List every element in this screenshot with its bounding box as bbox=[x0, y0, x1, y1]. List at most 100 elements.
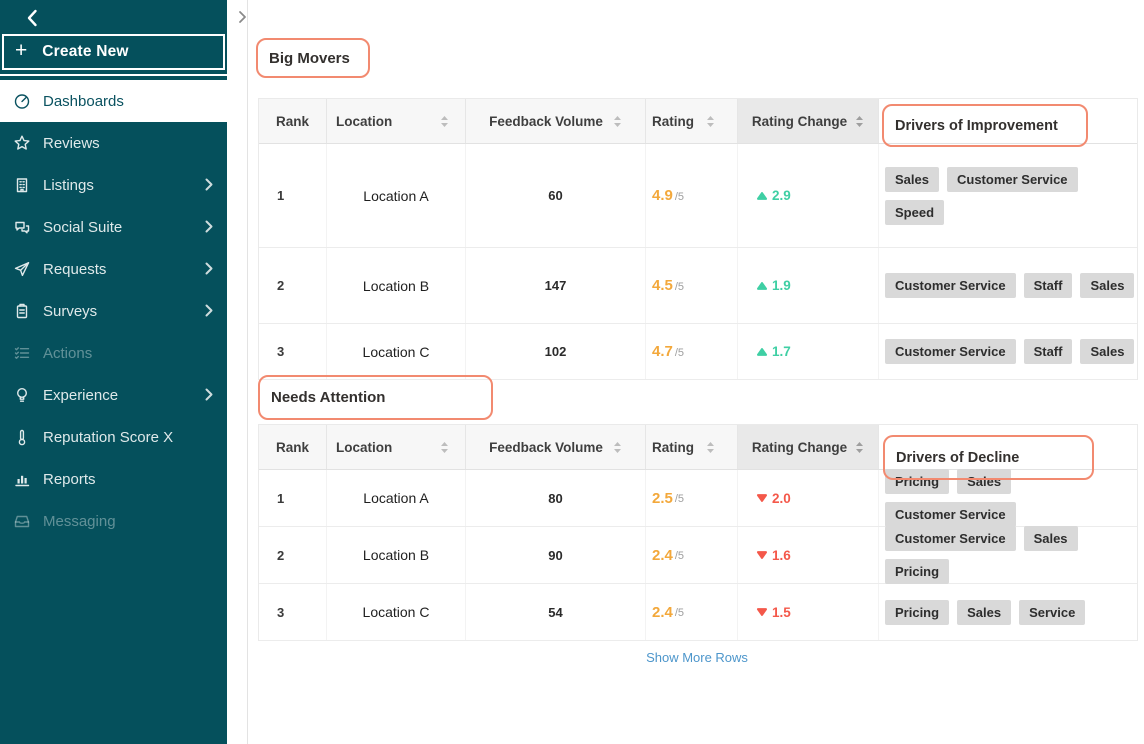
sidebar-item-reputation-score-x[interactable]: Reputation Score X bbox=[0, 416, 227, 458]
header-rank: Rank bbox=[259, 99, 327, 143]
sidebar-item-label: Messaging bbox=[43, 512, 116, 530]
location-cell: Location A bbox=[327, 470, 466, 526]
sort-icon[interactable] bbox=[855, 441, 864, 454]
sort-icon[interactable] bbox=[440, 441, 449, 454]
sort-icon[interactable] bbox=[855, 115, 864, 128]
sidebar-item-label: Surveys bbox=[43, 302, 98, 320]
rating-value: 4.5 bbox=[652, 277, 673, 294]
sort-icon[interactable] bbox=[613, 115, 622, 128]
driver-tag: Speed bbox=[885, 199, 945, 225]
header-rating-change-label: Rating Change bbox=[751, 113, 848, 129]
change-direction-icon bbox=[756, 191, 768, 201]
feedback-volume-cell: 90 bbox=[466, 527, 646, 583]
header-rank-label: Rank bbox=[275, 113, 309, 129]
rating-value: 2.4 bbox=[652, 603, 673, 621]
needs-attention-table: Rank Location Feedback Volume Rating Rat… bbox=[258, 424, 1138, 641]
rank-cell: 3 bbox=[259, 324, 327, 379]
driver-tag: Customer Service bbox=[946, 166, 1078, 192]
driver-tag: Sales bbox=[957, 599, 1012, 625]
create-new-label: Create New bbox=[42, 43, 129, 60]
sidebar-item-messaging: Messaging bbox=[0, 500, 227, 542]
rating-change-value: 2.9 bbox=[772, 188, 791, 203]
rating-denominator: /5 bbox=[674, 493, 685, 505]
rating-value: 2.4 bbox=[652, 546, 673, 564]
sort-icon[interactable] bbox=[706, 115, 715, 128]
sidebar-item-experience[interactable]: Experience bbox=[0, 374, 227, 416]
big-movers-title-text: Big Movers bbox=[269, 49, 350, 67]
sidebar-item-reviews[interactable]: Reviews bbox=[0, 122, 227, 164]
header-rating-change[interactable]: Rating Change bbox=[738, 99, 879, 143]
header-rating[interactable]: Rating bbox=[646, 425, 738, 469]
needs-attention-title: Needs Attention bbox=[258, 375, 493, 420]
header-feedback-volume[interactable]: Feedback Volume bbox=[466, 425, 646, 469]
rating-cell: 4.7 /5 bbox=[646, 324, 738, 379]
header-rating-change[interactable]: Rating Change bbox=[738, 425, 879, 469]
chevron-right-icon[interactable] bbox=[205, 304, 213, 317]
sort-icon[interactable] bbox=[706, 441, 715, 454]
needs-attention-title-text: Needs Attention bbox=[271, 389, 386, 406]
drivers-cell: Pricing Sales Service bbox=[879, 584, 1137, 640]
rating-cell: 4.5 /5 bbox=[646, 248, 738, 323]
header-rank: Rank bbox=[259, 425, 327, 469]
expand-panel-icon[interactable] bbox=[238, 10, 247, 24]
rank-cell: 2 bbox=[259, 248, 327, 323]
header-rating[interactable]: Rating bbox=[646, 99, 738, 143]
table-rows: 1 Location A 80 2.5 /5 2.0 Pricing Sales… bbox=[259, 469, 1137, 641]
sidebar-item-surveys[interactable]: Surveys bbox=[0, 290, 227, 332]
collapse-sidebar-icon[interactable] bbox=[26, 9, 39, 27]
chat-bubbles-icon bbox=[13, 218, 31, 236]
chevron-right-icon[interactable] bbox=[205, 262, 213, 275]
location-cell: Location C bbox=[327, 324, 466, 379]
rating-denominator: /5 bbox=[674, 280, 685, 293]
sidebar-item-label: Listings bbox=[43, 176, 94, 194]
sidebar-item-label: Actions bbox=[43, 344, 93, 362]
rating-cell: 2.5 /5 bbox=[646, 470, 738, 526]
sidebar-item-dashboards[interactable]: Dashboards bbox=[0, 80, 227, 122]
change-direction-icon bbox=[756, 607, 768, 617]
rating-denominator: /5 bbox=[674, 190, 685, 203]
driver-tag: Sales bbox=[1023, 526, 1078, 551]
sidebar-item-reports[interactable]: Reports bbox=[0, 458, 227, 500]
driver-tags: Customer Service Staff Sales bbox=[885, 339, 1135, 364]
driver-tag: Staff bbox=[1023, 339, 1073, 364]
sort-icon[interactable] bbox=[613, 441, 622, 454]
sidebar-item-requests[interactable]: Requests bbox=[0, 248, 227, 290]
table-header-row: Rank Location Feedback Volume Rating Rat… bbox=[259, 425, 1137, 470]
drivers-cell: Customer Service Staff Sales bbox=[879, 324, 1137, 379]
header-rating-change-label: Rating Change bbox=[751, 439, 848, 455]
header-feedback-volume[interactable]: Feedback Volume bbox=[466, 99, 646, 143]
header-drivers bbox=[879, 99, 1137, 143]
driver-tags: Customer Service Sales Pricing bbox=[885, 526, 1137, 584]
chevron-right-icon[interactable] bbox=[205, 178, 213, 191]
driver-tags: Customer Service Staff Sales bbox=[885, 273, 1135, 298]
header-location[interactable]: Location bbox=[327, 425, 466, 469]
driver-tag: Sales bbox=[885, 166, 939, 192]
big-movers-title: Big Movers bbox=[256, 38, 370, 78]
create-new-button[interactable]: + Create New bbox=[2, 34, 225, 70]
driver-tags: Pricing Sales Service bbox=[885, 599, 1086, 625]
drivers-cell: Pricing Sales Customer Service bbox=[879, 469, 1137, 527]
header-location-label: Location bbox=[336, 439, 393, 455]
rating-change-value: 1.9 bbox=[772, 278, 791, 293]
feedback-volume-cell: 80 bbox=[466, 470, 646, 526]
building-icon bbox=[13, 176, 31, 194]
sort-icon[interactable] bbox=[440, 115, 449, 128]
rating-cell: 2.4 /5 bbox=[646, 584, 738, 640]
sidebar-item-listings[interactable]: Listings bbox=[0, 164, 227, 206]
paper-plane-icon bbox=[13, 260, 31, 278]
rating-change-value: 2.0 bbox=[772, 490, 791, 506]
show-more-rows-link[interactable]: Show More Rows bbox=[646, 650, 748, 665]
sidebar-item-social-suite[interactable]: Social Suite bbox=[0, 206, 227, 248]
inbox-icon bbox=[13, 512, 31, 530]
sidebar-gutter bbox=[227, 0, 248, 744]
sidebar-item-label: Experience bbox=[43, 386, 119, 404]
chevron-right-icon[interactable] bbox=[205, 220, 213, 233]
rating-denominator: /5 bbox=[674, 346, 685, 359]
sidebar-item-label: Requests bbox=[43, 260, 107, 278]
table-row: 2 Location B 147 4.5 /5 1.9 Customer Ser… bbox=[259, 248, 1137, 324]
location-cell: Location C bbox=[327, 584, 466, 640]
driver-tag: Customer Service bbox=[885, 526, 1016, 551]
rating-change-cell: 1.7 bbox=[738, 324, 879, 379]
header-location[interactable]: Location bbox=[327, 99, 466, 143]
chevron-right-icon[interactable] bbox=[205, 388, 213, 401]
